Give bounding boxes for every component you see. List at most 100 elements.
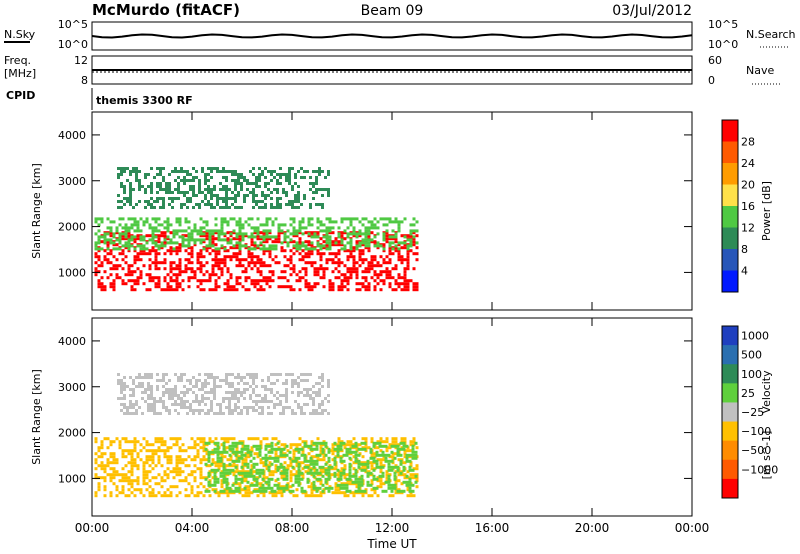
heatmap-cell <box>219 450 223 454</box>
heatmap-cell <box>139 238 143 242</box>
heatmap-cell <box>255 444 259 448</box>
heatmap-cell <box>340 217 344 221</box>
heatmap-cell <box>216 203 219 206</box>
heatmap-cell <box>340 467 344 471</box>
heatmap-cell <box>298 220 302 224</box>
heatmap-cell <box>247 485 251 489</box>
heatmap-cell <box>337 440 341 444</box>
heatmap-cell <box>298 288 302 292</box>
heatmap-cell <box>127 229 131 233</box>
heatmap-cell <box>282 406 285 409</box>
heatmap-cell <box>169 470 173 474</box>
heatmap-cell <box>124 261 128 265</box>
heatmap-cell <box>115 458 119 462</box>
heatmap-cell <box>331 220 335 224</box>
heatmap-cell <box>211 267 215 271</box>
heatmap-cell <box>282 486 286 490</box>
heatmap-cell <box>327 474 331 478</box>
heatmap-cell <box>271 223 275 227</box>
heatmap-cell <box>192 206 195 209</box>
heatmap-cell <box>255 409 258 412</box>
heatmap-cell <box>144 206 147 209</box>
heatmap-cell <box>103 437 107 441</box>
heatmap-cell <box>184 488 188 492</box>
heatmap-cell <box>220 229 224 233</box>
heatmap-cell <box>240 441 244 445</box>
heatmap-cell <box>199 470 203 474</box>
heatmap-cell <box>246 471 250 475</box>
heatmap-cell <box>163 440 167 444</box>
heatmap-cell <box>156 167 159 170</box>
heatmap-cell <box>217 276 221 280</box>
heatmap-cell <box>288 373 291 376</box>
heatmap-cell <box>115 273 119 277</box>
colorbar-segment <box>722 345 738 365</box>
heatmap-cell <box>178 491 182 495</box>
heatmap-cell <box>346 443 350 447</box>
heatmap-cell <box>300 176 303 179</box>
heatmap-cell <box>244 267 248 271</box>
heatmap-cell <box>286 279 290 283</box>
heatmap-cell <box>204 373 207 376</box>
heatmap-cell <box>316 226 320 230</box>
heatmap-cell <box>106 243 110 247</box>
heatmap-cell <box>289 232 293 236</box>
heatmap-cell <box>330 486 334 490</box>
heatmap-cell <box>130 226 134 230</box>
heatmap-cell <box>237 400 240 403</box>
heatmap-cell <box>355 288 359 292</box>
heatmap-cell <box>370 488 374 492</box>
heatmap-cell <box>318 382 321 385</box>
heatmap-cell <box>400 241 404 245</box>
heatmap-cell <box>132 167 135 170</box>
heatmap-cell <box>351 450 355 454</box>
heatmap-cell <box>403 437 407 441</box>
heatmap-cell <box>331 443 335 447</box>
heatmap-cell <box>141 412 144 415</box>
heatmap-cell <box>118 264 122 268</box>
heatmap-cell <box>280 229 284 233</box>
heatmap-cell <box>109 220 113 224</box>
heatmap-cell <box>124 223 128 227</box>
heatmap-cell <box>357 462 361 466</box>
heatmap-cell <box>190 238 194 242</box>
heatmap-cell <box>379 440 383 444</box>
heatmap-cell <box>393 456 397 460</box>
heatmap-cell <box>240 394 243 397</box>
heatmap-cell <box>306 477 310 481</box>
heatmap-cell <box>354 468 358 472</box>
heatmap-cell <box>409 229 413 233</box>
heatmap-cell <box>402 447 406 451</box>
heatmap-cell <box>160 476 164 480</box>
heatmap-cell <box>172 476 176 480</box>
heatmap-cell <box>273 170 276 173</box>
colorbar-segment <box>722 459 738 480</box>
heatmap-cell <box>265 467 269 471</box>
heatmap-cell <box>151 455 155 459</box>
heatmap-cell <box>282 447 286 451</box>
heatmap-cell <box>393 477 397 481</box>
heatmap-cell <box>162 376 165 379</box>
heatmap-cell <box>238 264 242 268</box>
heatmap-cell <box>252 483 256 487</box>
heatmap-cell <box>154 437 158 441</box>
heatmap-cell <box>145 482 149 486</box>
heatmap-cell <box>118 479 122 483</box>
heatmap-cell <box>372 477 376 481</box>
heatmap-cell <box>256 288 260 292</box>
heatmap-cell <box>222 200 225 203</box>
heatmap-cell <box>235 220 239 224</box>
heatmap-cell <box>402 489 406 493</box>
heatmap-cell <box>366 459 370 463</box>
heatmap-cell <box>303 441 307 445</box>
heatmap-cell <box>315 477 319 481</box>
heatmap-cell <box>115 226 119 230</box>
heatmap-cell <box>349 247 353 251</box>
heatmap-cell <box>409 494 413 498</box>
heatmap-cell <box>294 176 297 179</box>
heatmap-cell <box>226 437 230 441</box>
heatmap-cell <box>189 200 192 203</box>
heatmap-cell <box>175 232 179 236</box>
heatmap-cell <box>349 255 353 259</box>
heatmap-cell <box>106 437 110 441</box>
